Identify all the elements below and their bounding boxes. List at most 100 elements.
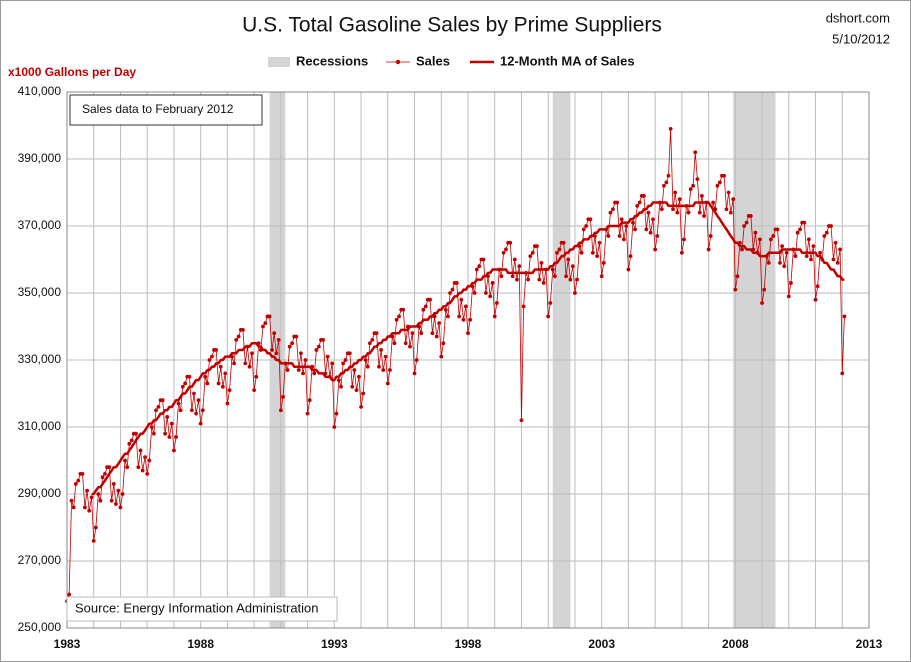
data-point bbox=[312, 371, 317, 376]
data-point bbox=[178, 408, 183, 413]
data-point bbox=[793, 254, 798, 259]
data-point bbox=[354, 388, 359, 393]
data-point bbox=[116, 488, 121, 493]
data-point bbox=[187, 374, 192, 379]
data-point bbox=[247, 364, 252, 369]
data-point bbox=[412, 371, 417, 376]
data-point bbox=[831, 257, 836, 262]
data-point bbox=[570, 264, 575, 269]
data-point bbox=[278, 408, 283, 413]
data-point bbox=[143, 455, 147, 460]
data-point bbox=[361, 391, 366, 396]
x-tick-label: 2003 bbox=[588, 637, 615, 651]
data-point bbox=[702, 214, 706, 218]
data-point bbox=[466, 331, 470, 336]
data-point bbox=[377, 364, 381, 369]
data-point bbox=[813, 297, 818, 302]
data-point bbox=[156, 405, 161, 409]
data-point bbox=[365, 364, 370, 369]
annotation: Sales data to February 2012 bbox=[82, 102, 234, 116]
y-tick-label: 250,000 bbox=[18, 620, 62, 634]
data-point bbox=[457, 314, 462, 319]
data-point bbox=[127, 441, 132, 446]
data-point bbox=[679, 250, 684, 255]
data-point bbox=[287, 344, 292, 349]
data-point bbox=[250, 351, 254, 356]
y-tick-label: 330,000 bbox=[18, 352, 62, 366]
data-point bbox=[621, 237, 626, 242]
data-point bbox=[80, 472, 85, 476]
data-point bbox=[314, 348, 319, 352]
data-point bbox=[784, 250, 789, 255]
data-point bbox=[492, 314, 497, 319]
data-point bbox=[294, 334, 299, 339]
data-point bbox=[136, 465, 141, 470]
data-point bbox=[91, 539, 96, 543]
data-point bbox=[504, 247, 508, 252]
data-point bbox=[341, 361, 346, 366]
data-point bbox=[241, 327, 245, 332]
data-point bbox=[521, 304, 526, 309]
data-point bbox=[555, 250, 559, 255]
data-point bbox=[552, 274, 557, 279]
data-point bbox=[397, 314, 401, 319]
data-point bbox=[111, 482, 116, 486]
data-point bbox=[829, 224, 833, 228]
data-point bbox=[203, 374, 208, 379]
annotation-box bbox=[69, 94, 263, 126]
data-point bbox=[512, 257, 517, 262]
data-point bbox=[548, 301, 553, 305]
data-point bbox=[439, 354, 444, 359]
data-point bbox=[726, 190, 731, 195]
y-tick-label: 390,000 bbox=[18, 151, 62, 165]
data-point bbox=[733, 287, 738, 292]
data-point bbox=[69, 498, 74, 503]
data-point bbox=[566, 257, 571, 262]
plot-area: 250,000 270,000 290,000 310,000 330,000 350,0… bbox=[18, 84, 883, 651]
data-point bbox=[615, 200, 620, 205]
data-point bbox=[595, 254, 600, 259]
data-point bbox=[461, 317, 466, 322]
x-tick-label: 2008 bbox=[722, 637, 749, 651]
data-point bbox=[463, 304, 468, 309]
data-point bbox=[771, 234, 776, 238]
data-point bbox=[617, 234, 622, 238]
source: Source: Energy Information Administratio… bbox=[75, 600, 319, 615]
data-point bbox=[330, 361, 335, 366]
data-point bbox=[234, 338, 239, 342]
data-point bbox=[708, 234, 713, 238]
data-point bbox=[833, 240, 838, 245]
data-point bbox=[434, 334, 439, 339]
data-point bbox=[537, 277, 542, 282]
data-point bbox=[530, 250, 535, 255]
data-point bbox=[642, 193, 646, 198]
data-point bbox=[519, 418, 524, 423]
data-point bbox=[71, 505, 76, 510]
data-point bbox=[768, 237, 773, 242]
data-point bbox=[474, 267, 479, 272]
data-point bbox=[109, 498, 114, 503]
data-point bbox=[666, 173, 671, 178]
data-point bbox=[786, 294, 791, 299]
data-point bbox=[296, 368, 301, 372]
y-tick-label: 410,000 bbox=[18, 84, 62, 98]
data-point bbox=[167, 435, 172, 439]
data-point bbox=[192, 391, 196, 396]
data-point bbox=[218, 364, 223, 369]
data-point bbox=[261, 324, 265, 329]
data-point bbox=[815, 284, 820, 289]
data-point bbox=[138, 448, 143, 453]
data-point bbox=[610, 207, 615, 212]
site-label: dshort.com bbox=[826, 10, 890, 25]
data-point bbox=[682, 237, 686, 242]
data-point bbox=[635, 204, 640, 208]
data-point bbox=[394, 317, 399, 322]
data-point bbox=[98, 498, 103, 503]
x-tick-label: 1988 bbox=[187, 637, 214, 651]
data-point bbox=[782, 264, 787, 269]
data-point bbox=[659, 207, 664, 212]
data-point bbox=[154, 408, 158, 413]
data-point bbox=[129, 438, 134, 443]
data-point bbox=[263, 321, 268, 326]
data-point bbox=[118, 505, 123, 510]
